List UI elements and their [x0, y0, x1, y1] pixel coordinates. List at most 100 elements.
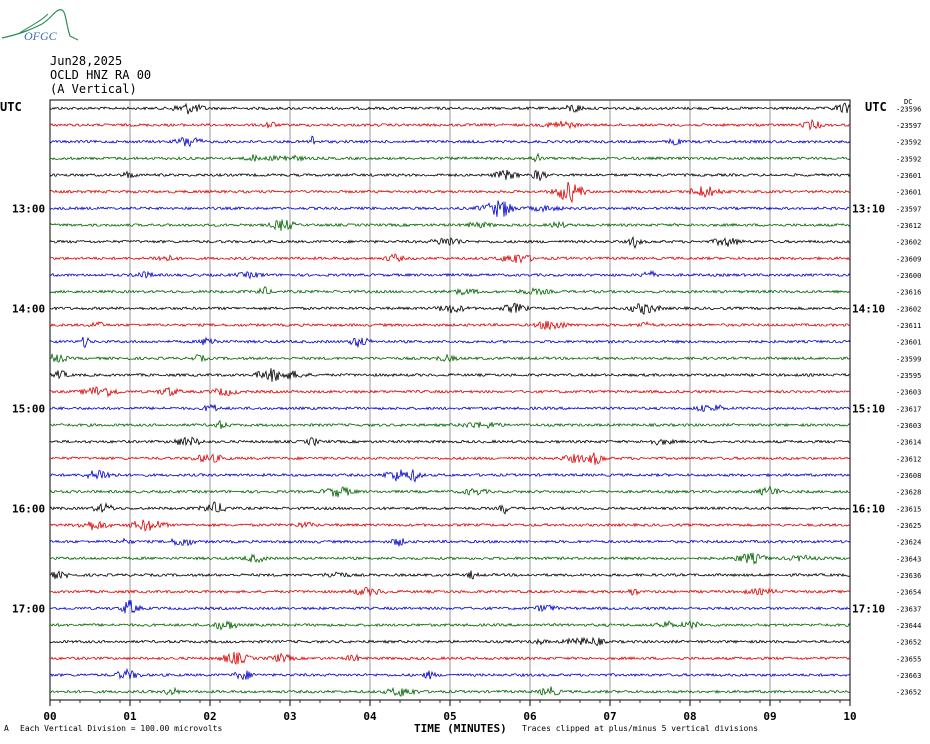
header-component: (A Vertical) [50, 82, 137, 96]
trace-line [49, 519, 851, 532]
dc-offset-label: -23609 [896, 255, 921, 263]
dc-offset-label: -23654 [896, 589, 921, 597]
trace-line [49, 485, 851, 498]
trace-line [49, 336, 851, 349]
left-time-label: 14:00 [12, 302, 45, 315]
dc-offset-label: -23601 [896, 339, 921, 347]
right-time-label: 14:10 [852, 302, 885, 315]
trace-line [49, 368, 851, 382]
trace-line [49, 269, 851, 280]
utc-right-label: UTC [865, 100, 887, 114]
dc-offset-label: -23592 [896, 139, 921, 147]
left-time-label: 15:00 [12, 402, 45, 415]
trace-line [49, 353, 851, 363]
dc-offset-label: -23595 [896, 372, 921, 380]
right-time-label: 13:10 [852, 202, 885, 215]
dc-offset-label: -23611 [896, 322, 921, 330]
dc-offset-label: -23644 [896, 622, 921, 630]
trace-line [49, 619, 851, 631]
dc-offset-label: -23592 [896, 155, 921, 163]
trace-line [49, 235, 851, 249]
trace-line [49, 686, 851, 697]
dc-offset-label: -23603 [896, 389, 921, 397]
trace-line [50, 600, 851, 614]
trace-line [49, 102, 851, 115]
dc-offset-label: -23602 [896, 239, 921, 247]
left-time-label: 16:00 [12, 502, 45, 515]
dc-offset-label: -23600 [896, 272, 921, 280]
header-station: OCLD HNZ RA 00 [50, 68, 152, 82]
ofgc-volcano-logo-icon: OFGC [1, 9, 79, 43]
trace-line [49, 636, 850, 647]
trace-line [49, 469, 851, 483]
dc-offset-label: -23603 [896, 422, 921, 430]
dc-offset-label: -23652 [896, 689, 921, 697]
trace-line [49, 169, 851, 182]
dc-offset-label: -23597 [896, 122, 921, 130]
trace-line [49, 586, 851, 598]
logo-text: OFGC [24, 29, 58, 43]
dc-offset-label: -23612 [896, 455, 921, 463]
trace-line [49, 403, 851, 412]
trace-line [49, 286, 851, 296]
dc-offset-label: -23628 [896, 489, 921, 497]
dc-offset-label: -23616 [896, 289, 921, 297]
trace-line [49, 219, 851, 231]
dc-offset-label: -23615 [896, 505, 921, 513]
x-tick-label: 08 [683, 710, 696, 723]
x-axis-label: TIME (MINUTES) [414, 722, 507, 735]
right-time-label: 17:10 [852, 602, 885, 615]
dc-offset-label: -23625 [896, 522, 921, 530]
trace-line [49, 386, 851, 398]
right-time-label: 15:10 [852, 402, 885, 415]
trace-line [49, 135, 851, 148]
station-header: Jun28,2025 OCLD HNZ RA 00 (A Vertical) [50, 54, 151, 96]
dc-corner-label: DC [904, 98, 912, 106]
trace-line [49, 667, 851, 681]
x-tick-label: 05 [443, 710, 456, 723]
trace-line [49, 302, 850, 315]
x-tick-label: 09 [763, 710, 776, 723]
trace-line [49, 320, 851, 331]
dc-offset-label: -23599 [896, 355, 921, 363]
scale-note: Each Vertical Division = 100.00 microvol… [20, 724, 223, 733]
dc-offset-label: -23663 [896, 672, 921, 680]
right-time-label: 16:10 [852, 502, 885, 515]
trace-line [49, 552, 851, 565]
dc-offset-label: -23637 [896, 605, 921, 613]
trace-line [49, 651, 851, 666]
dc-offset-label: -23636 [896, 572, 921, 580]
trace-line [49, 436, 851, 447]
trace-line [49, 537, 851, 547]
dc-offset-label: -23612 [896, 222, 921, 230]
trace-line [49, 570, 851, 580]
x-tick-label: 02 [203, 710, 216, 723]
x-tick-label: 10 [843, 710, 856, 723]
dc-offset-label: -23614 [896, 439, 921, 447]
utc-left-label: UTC [0, 100, 22, 114]
dc-offset-label: -23602 [896, 305, 921, 313]
trace-line [50, 452, 851, 465]
trace-line [49, 200, 850, 217]
clip-note: Traces clipped at plus/minus 5 vertical … [522, 724, 759, 733]
corner-mark: A [4, 724, 9, 733]
dc-offset-label: -23652 [896, 639, 921, 647]
x-tick-label: 04 [363, 710, 377, 723]
x-tick-label: 00 [43, 710, 56, 723]
trace-line [49, 181, 851, 204]
dc-offset-label: -23608 [896, 472, 921, 480]
left-time-label: 13:00 [12, 202, 45, 215]
left-time-label: 17:00 [12, 602, 45, 615]
dc-offset-label: -23617 [896, 405, 921, 413]
trace-line [49, 419, 851, 429]
trace-line [49, 501, 851, 515]
dc-offset-label: -23601 [896, 172, 921, 180]
dc-offset-label: -23655 [896, 655, 921, 663]
header-date: Jun28,2025 [50, 54, 123, 68]
x-tick-label: 06 [523, 710, 537, 723]
x-tick-label: 03 [283, 710, 296, 723]
dc-offset-label: -23597 [896, 205, 921, 213]
dc-offset-label: -23596 [896, 105, 921, 113]
trace-line [49, 253, 851, 264]
